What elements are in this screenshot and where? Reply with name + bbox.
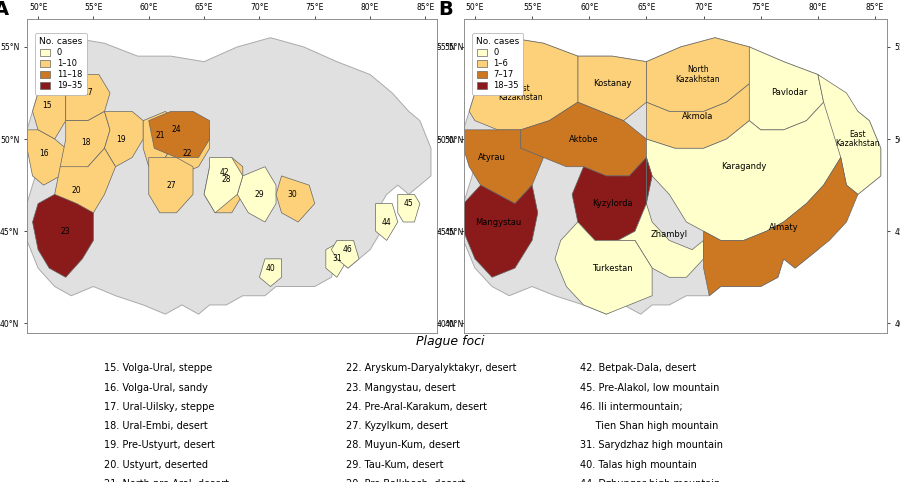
Polygon shape (704, 158, 858, 296)
Polygon shape (578, 56, 646, 121)
Text: Pavlodar: Pavlodar (771, 89, 807, 97)
Polygon shape (32, 75, 66, 139)
Polygon shape (555, 222, 652, 314)
Text: 31: 31 (332, 254, 342, 263)
Polygon shape (572, 158, 652, 241)
Polygon shape (104, 111, 143, 167)
Text: Tien Shan high mountain: Tien Shan high mountain (580, 421, 719, 431)
Text: Almaty: Almaty (769, 223, 798, 232)
Text: 40: 40 (266, 264, 275, 273)
Text: Aktobe: Aktobe (569, 134, 598, 144)
Polygon shape (818, 75, 881, 194)
Polygon shape (166, 120, 210, 176)
Text: Mangystau: Mangystau (474, 217, 521, 227)
Polygon shape (27, 130, 66, 185)
Text: Akmola: Akmola (682, 112, 714, 121)
Text: 42: 42 (220, 168, 229, 177)
Polygon shape (750, 47, 824, 130)
Text: Kyzylorda: Kyzylorda (592, 199, 633, 208)
Text: 20: 20 (72, 186, 82, 195)
Legend: 0, 1–6, 7–17, 18–35: 0, 1–6, 7–17, 18–35 (472, 33, 524, 94)
Polygon shape (398, 194, 420, 222)
Text: A: A (0, 0, 9, 19)
Text: 42. Betpak-Dala, desert: 42. Betpak-Dala, desert (580, 363, 697, 373)
Text: 31. Sarydzhaz high mountain: 31. Sarydzhaz high mountain (580, 441, 724, 450)
Text: 24: 24 (172, 125, 181, 134)
Text: 44: 44 (382, 217, 392, 227)
Text: 18: 18 (81, 138, 90, 147)
Polygon shape (326, 241, 348, 277)
Text: 21. North pre-Aral, desert: 21. North pre-Aral, desert (104, 479, 229, 482)
Text: 15: 15 (42, 101, 51, 110)
Polygon shape (55, 148, 115, 222)
Text: 23: 23 (61, 227, 70, 236)
Polygon shape (331, 241, 359, 268)
Text: 28. Muyun-Kum, desert: 28. Muyun-Kum, desert (346, 441, 461, 450)
Text: 17. Ural-Uilsky, steppe: 17. Ural-Uilsky, steppe (104, 402, 214, 412)
Text: 46: 46 (343, 245, 353, 254)
Text: 29: 29 (255, 190, 265, 199)
Text: 17: 17 (83, 89, 93, 97)
Polygon shape (464, 38, 881, 314)
Text: 22: 22 (183, 149, 193, 158)
Text: 30: 30 (288, 190, 298, 199)
Polygon shape (204, 158, 243, 213)
Text: 16. Volga-Ural, sandy: 16. Volga-Ural, sandy (104, 383, 207, 392)
Text: 20. Pre-Balkhash, desert: 20. Pre-Balkhash, desert (346, 479, 466, 482)
Text: 46. Ili intermountain;: 46. Ili intermountain; (580, 402, 683, 412)
Text: 40. Talas high mountain: 40. Talas high mountain (580, 460, 698, 469)
Text: Turkestan: Turkestan (592, 264, 633, 273)
Polygon shape (469, 38, 578, 130)
Text: 45: 45 (404, 199, 414, 208)
Text: 29. Tau-Kum, desert: 29. Tau-Kum, desert (346, 460, 444, 469)
Text: B: B (438, 0, 453, 19)
Polygon shape (148, 111, 210, 158)
Polygon shape (143, 111, 176, 167)
Polygon shape (464, 185, 538, 277)
Text: 27: 27 (166, 181, 176, 189)
Text: 28: 28 (221, 175, 231, 184)
Polygon shape (375, 203, 398, 241)
Text: 19. Pre-Ustyurt, desert: 19. Pre-Ustyurt, desert (104, 441, 214, 450)
Text: 22. Aryskum-Daryalyktakyr, desert: 22. Aryskum-Daryalyktakyr, desert (346, 363, 517, 373)
Text: 20. Ustyurt, deserted: 20. Ustyurt, deserted (104, 460, 208, 469)
Polygon shape (204, 158, 243, 213)
Text: 18. Ural-Embi, desert: 18. Ural-Embi, desert (104, 421, 207, 431)
Polygon shape (276, 176, 315, 222)
Text: 15. Volga-Ural, steppe: 15. Volga-Ural, steppe (104, 363, 212, 373)
Polygon shape (148, 158, 193, 213)
Text: Kostanay: Kostanay (593, 79, 632, 88)
Text: 23. Mangystau, desert: 23. Mangystau, desert (346, 383, 456, 392)
Text: 27. Kyzylkum, desert: 27. Kyzylkum, desert (346, 421, 448, 431)
Text: 21: 21 (155, 131, 165, 140)
Polygon shape (238, 167, 276, 222)
Legend: 0, 1–10, 11–18, 19–35: 0, 1–10, 11–18, 19–35 (35, 33, 86, 94)
Text: West
Kazakhstan: West Kazakhstan (499, 84, 543, 102)
Polygon shape (521, 102, 646, 176)
Polygon shape (32, 194, 94, 277)
Polygon shape (646, 84, 750, 148)
Text: Plague foci: Plague foci (416, 335, 484, 348)
Text: 19: 19 (116, 134, 126, 144)
Polygon shape (464, 130, 544, 203)
Text: North
Kazakhstan: North Kazakhstan (676, 65, 720, 84)
Text: Zhambyl: Zhambyl (651, 230, 688, 240)
Text: East
Kazakhstan: East Kazakhstan (835, 130, 880, 148)
Text: 44. Dzhungar high mountain: 44. Dzhungar high mountain (580, 479, 721, 482)
Polygon shape (646, 38, 750, 111)
Text: 45. Pre-Alakol, low mountain: 45. Pre-Alakol, low mountain (580, 383, 720, 392)
Polygon shape (259, 259, 282, 286)
Polygon shape (60, 111, 110, 176)
Text: 16: 16 (39, 149, 49, 158)
Polygon shape (617, 158, 704, 277)
Polygon shape (646, 102, 841, 241)
Text: 24. Pre-Aral-Karakum, desert: 24. Pre-Aral-Karakum, desert (346, 402, 488, 412)
Text: Karagandy: Karagandy (721, 162, 766, 171)
Text: Atyrau: Atyrau (478, 153, 506, 162)
Polygon shape (27, 38, 431, 314)
Polygon shape (66, 75, 110, 120)
